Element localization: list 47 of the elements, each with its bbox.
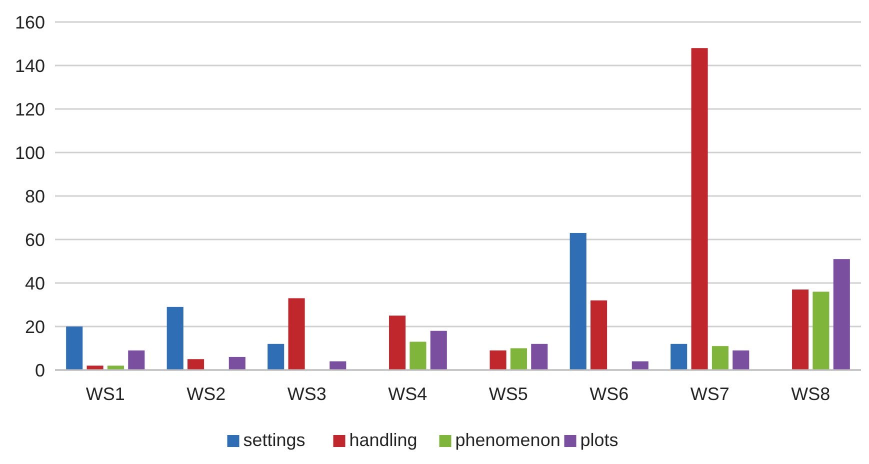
y-tick-label: 80 [24, 186, 45, 206]
legend-label: settings [243, 430, 306, 450]
y-tick-label: 140 [14, 56, 45, 76]
bar [833, 259, 850, 370]
bar [188, 359, 204, 370]
bar [632, 361, 648, 370]
bar [268, 344, 284, 370]
bar [812, 292, 830, 370]
x-tick-label: WS4 [388, 384, 428, 404]
bar [712, 346, 728, 370]
bar [389, 316, 406, 370]
x-tick-label: WS1 [86, 384, 125, 404]
bar [792, 290, 809, 370]
y-tick-label: 20 [24, 316, 45, 337]
bar [531, 344, 548, 370]
x-tick-label: WS5 [488, 384, 528, 404]
y-tick-label: 120 [14, 99, 45, 120]
bar [670, 344, 688, 370]
bar [510, 348, 527, 370]
x-tick-label: WS6 [590, 384, 629, 404]
bar [86, 366, 104, 370]
x-tick-label: WS3 [287, 384, 326, 404]
x-tick-label: WS7 [690, 384, 730, 404]
bar [570, 232, 586, 370]
y-tick-label: 40 [24, 273, 45, 294]
bar [128, 350, 145, 370]
bar [66, 326, 83, 370]
y-tick-label: 160 [14, 12, 45, 32]
bar [691, 48, 708, 370]
y-tick-label: 100 [14, 142, 45, 163]
bar [288, 298, 305, 370]
legend-label: plots [580, 430, 618, 450]
bar [590, 300, 608, 370]
bar [430, 330, 447, 370]
y-tick-label: 0 [34, 360, 45, 380]
x-tick-label: WS2 [186, 384, 226, 404]
bar [410, 342, 426, 370]
x-tick-label: WS8 [791, 384, 830, 404]
y-tick-label: 60 [24, 230, 45, 250]
bar [228, 356, 246, 370]
bar [330, 361, 346, 370]
bar [166, 306, 184, 370]
legend-label: phenomenon [455, 430, 560, 450]
bar [490, 350, 506, 370]
bar [732, 350, 750, 370]
bar [107, 366, 124, 370]
legend-label: handling [349, 430, 418, 450]
